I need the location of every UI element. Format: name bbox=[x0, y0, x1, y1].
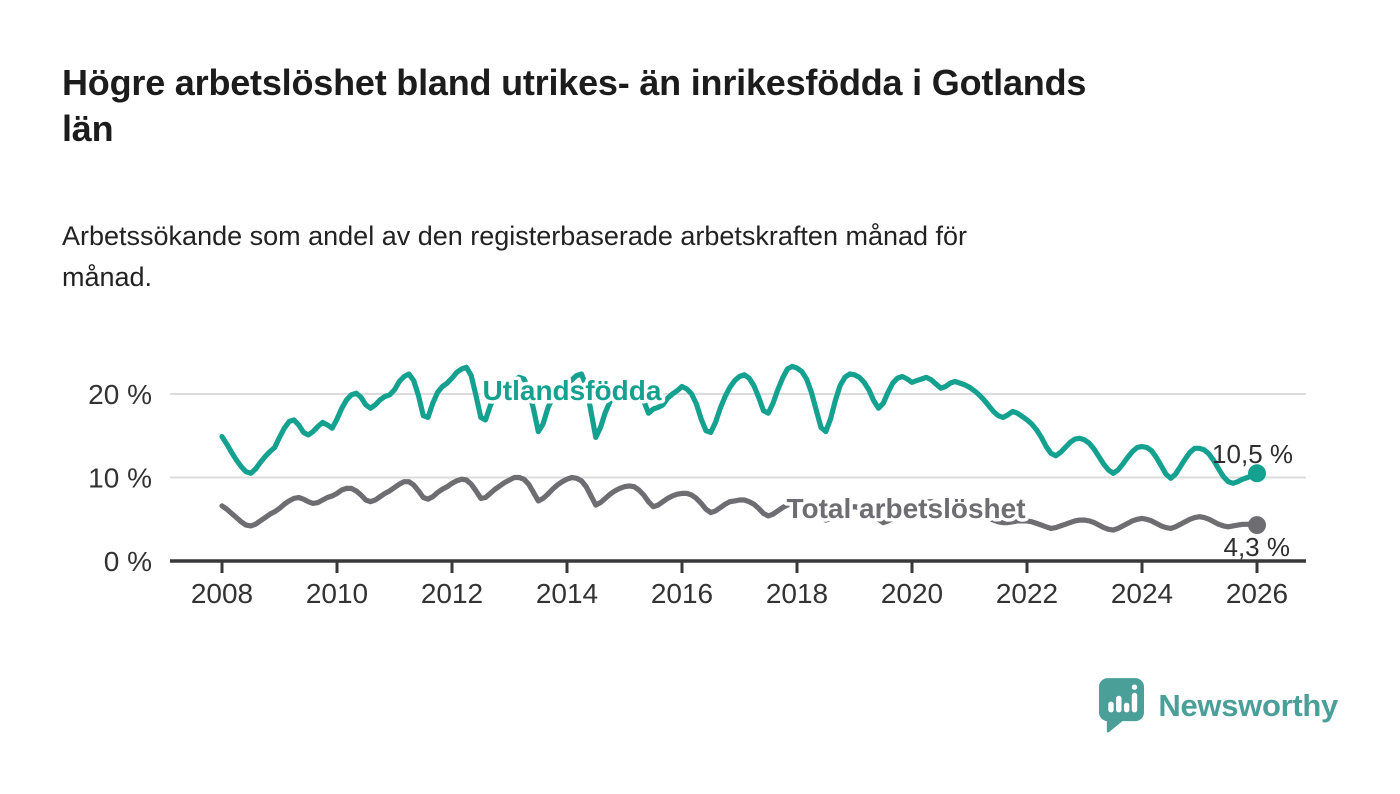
y-tick-label: 20 % bbox=[88, 379, 152, 410]
x-tick-label: 2018 bbox=[766, 578, 828, 609]
logo-bar-1 bbox=[1108, 701, 1115, 713]
y-tick-label: 10 % bbox=[88, 463, 152, 494]
end-value-label-utlandsfodda: 10,5 % bbox=[1212, 439, 1293, 469]
x-tick-label: 2024 bbox=[1111, 578, 1173, 609]
x-tick-label: 2016 bbox=[651, 578, 713, 609]
page-subtitle: Arbetssökande som andel av den registerb… bbox=[62, 221, 968, 292]
x-tick-label: 2022 bbox=[996, 578, 1058, 609]
logo-bar-3 bbox=[1124, 702, 1130, 713]
logo-exclamation-dot bbox=[1132, 684, 1138, 690]
x-tick-label: 2010 bbox=[306, 578, 368, 609]
x-tick-label: 2020 bbox=[881, 578, 943, 609]
data-line-1 bbox=[219, 474, 1260, 533]
end-dot-0 bbox=[1248, 464, 1266, 483]
series-lines bbox=[219, 363, 1266, 535]
unemployment-line-chart: 0 % 10 % 20 % 2008 2010 2012 2014 2016 2018 2020 2… bbox=[88, 363, 1306, 609]
x-tick-label: 2014 bbox=[536, 578, 598, 609]
end-dot-1 bbox=[1248, 516, 1266, 535]
brand-name: Newsworthy bbox=[1158, 687, 1338, 723]
series-label-total-arbetsloshet: Total arbetslöshet bbox=[786, 493, 1025, 524]
logo-bar-2 bbox=[1116, 695, 1122, 713]
x-tick-label: 2008 bbox=[191, 578, 253, 609]
end-value-label-total: 4,3 % bbox=[1224, 532, 1291, 562]
series-label-utlandsfodda: Utlandsfödda bbox=[483, 375, 662, 406]
x-tick-label: 2026 bbox=[1226, 578, 1288, 609]
page-title: Högre arbetslöshet bland utrikes- än inr… bbox=[62, 62, 1087, 149]
axes: 0 % 10 % 20 % 2008 2010 2012 2014 2016 2018 2020 2… bbox=[88, 379, 1306, 609]
y-tick-label: 0 % bbox=[104, 546, 152, 577]
newsworthy-logo: Newsworthy bbox=[1098, 677, 1338, 734]
newsworthy-logo-icon bbox=[1099, 678, 1145, 733]
x-tick-label: 2012 bbox=[421, 578, 483, 609]
logo-exclamation-bar bbox=[1132, 692, 1138, 713]
data-line-0 bbox=[219, 363, 1260, 486]
